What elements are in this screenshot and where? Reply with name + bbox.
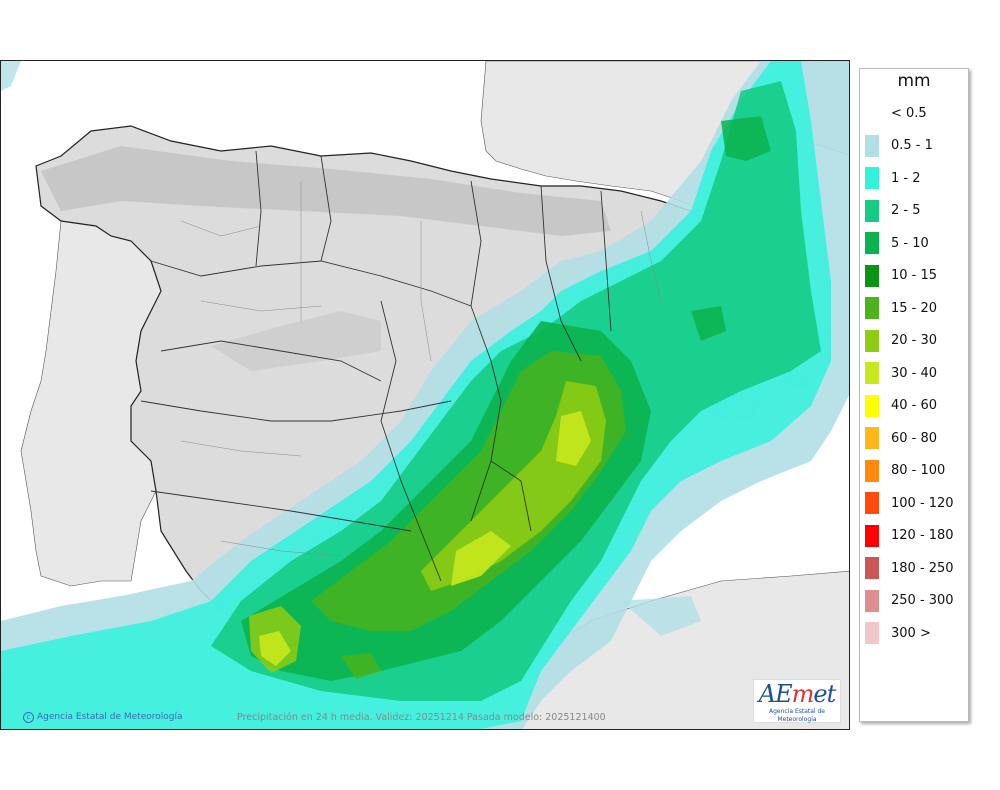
legend-label: 250 - 300 (891, 593, 954, 609)
legend-label: 300 > (891, 625, 931, 641)
legend-label: 60 - 80 (891, 430, 938, 446)
legend-swatch (865, 589, 879, 612)
legend-label: 30 - 40 (891, 365, 938, 381)
agency-credit-text: Agencia Estatal de Meteorología (37, 712, 183, 722)
aemet-logo-subtitle: Agencia Estatal de Meteorología (768, 708, 825, 723)
legend-swatch (865, 134, 879, 157)
legend-item: 15 - 20 (860, 292, 968, 325)
precipitation-overlay (1, 61, 849, 729)
legend-label: 20 - 30 (891, 333, 938, 349)
aemet-logo: AEmet Agencia Estatal de Meteorología (753, 679, 841, 723)
legend-swatch (865, 557, 879, 580)
legend-swatch (865, 394, 879, 417)
legend-item: 5 - 10 (860, 227, 968, 260)
legend-swatch (865, 622, 879, 645)
legend-item: 250 - 300 (860, 585, 968, 618)
legend-swatch (865, 232, 879, 255)
legend-label: < 0.5 (891, 105, 927, 121)
legend-label: 1 - 2 (891, 170, 921, 186)
legend-label: 0.5 - 1 (891, 138, 933, 154)
precipitation-map: c Agencia Estatal de Meteorología Precipi… (0, 60, 850, 730)
legend-item: 30 - 40 (860, 357, 968, 390)
legend-swatch (865, 264, 879, 287)
agency-credit: c Agencia Estatal de Meteorología (23, 712, 183, 723)
legend-item: 300 > (860, 617, 968, 650)
legend-unit: mm (897, 71, 931, 91)
copyright-icon: c (23, 712, 34, 723)
legend-swatch (865, 524, 879, 547)
legend-swatch (865, 329, 879, 352)
legend-item: 20 - 30 (860, 325, 968, 358)
province-borders (180, 181, 662, 557)
legend-label: 40 - 60 (891, 398, 938, 414)
map-canvas (1, 61, 849, 729)
aemet-logo-mark: AEmet (758, 680, 836, 708)
legend-item: < 0.5 (860, 97, 968, 130)
legend-label: 80 - 100 (891, 463, 946, 479)
legend-item: 60 - 80 (860, 422, 968, 455)
legend-item: 180 - 250 (860, 552, 968, 585)
legend-label: 5 - 10 (891, 235, 929, 251)
legend-item: 40 - 60 (860, 390, 968, 423)
legend-swatch (865, 492, 879, 515)
relief-central (211, 311, 381, 371)
legend-swatch (865, 102, 879, 125)
legend-label: 10 - 15 (891, 268, 938, 284)
legend-item: 100 - 120 (860, 487, 968, 520)
legend-swatch (865, 362, 879, 385)
legend-swatch (865, 199, 879, 222)
map-caption: Precipitación en 24 h media. Validez: 20… (237, 712, 606, 723)
region-borders (140, 150, 612, 582)
legend-swatch (865, 427, 879, 450)
precipitation-legend: mm < 0.5 0.5 - 1 1 - 2 2 - 5 5 - 10 10 - 15 15… (859, 68, 969, 722)
legend-swatch (865, 459, 879, 482)
legend-label: 100 - 120 (891, 495, 954, 511)
legend-item: 0.5 - 1 (860, 130, 968, 163)
legend-label: 15 - 20 (891, 300, 938, 316)
legend-rows: < 0.5 0.5 - 1 1 - 2 2 - 5 5 - 10 10 - 15 15 - … (860, 97, 968, 650)
legend-label: 2 - 5 (891, 203, 921, 219)
legend-item: 10 - 15 (860, 260, 968, 293)
legend-item: 80 - 100 (860, 455, 968, 488)
legend-item: 120 - 180 (860, 520, 968, 553)
legend-item: 2 - 5 (860, 195, 968, 228)
legend-swatch (865, 297, 879, 320)
legend-swatch (865, 167, 879, 190)
legend-label: 180 - 250 (891, 560, 954, 576)
legend-item: 1 - 2 (860, 162, 968, 195)
legend-label: 120 - 180 (891, 528, 954, 544)
